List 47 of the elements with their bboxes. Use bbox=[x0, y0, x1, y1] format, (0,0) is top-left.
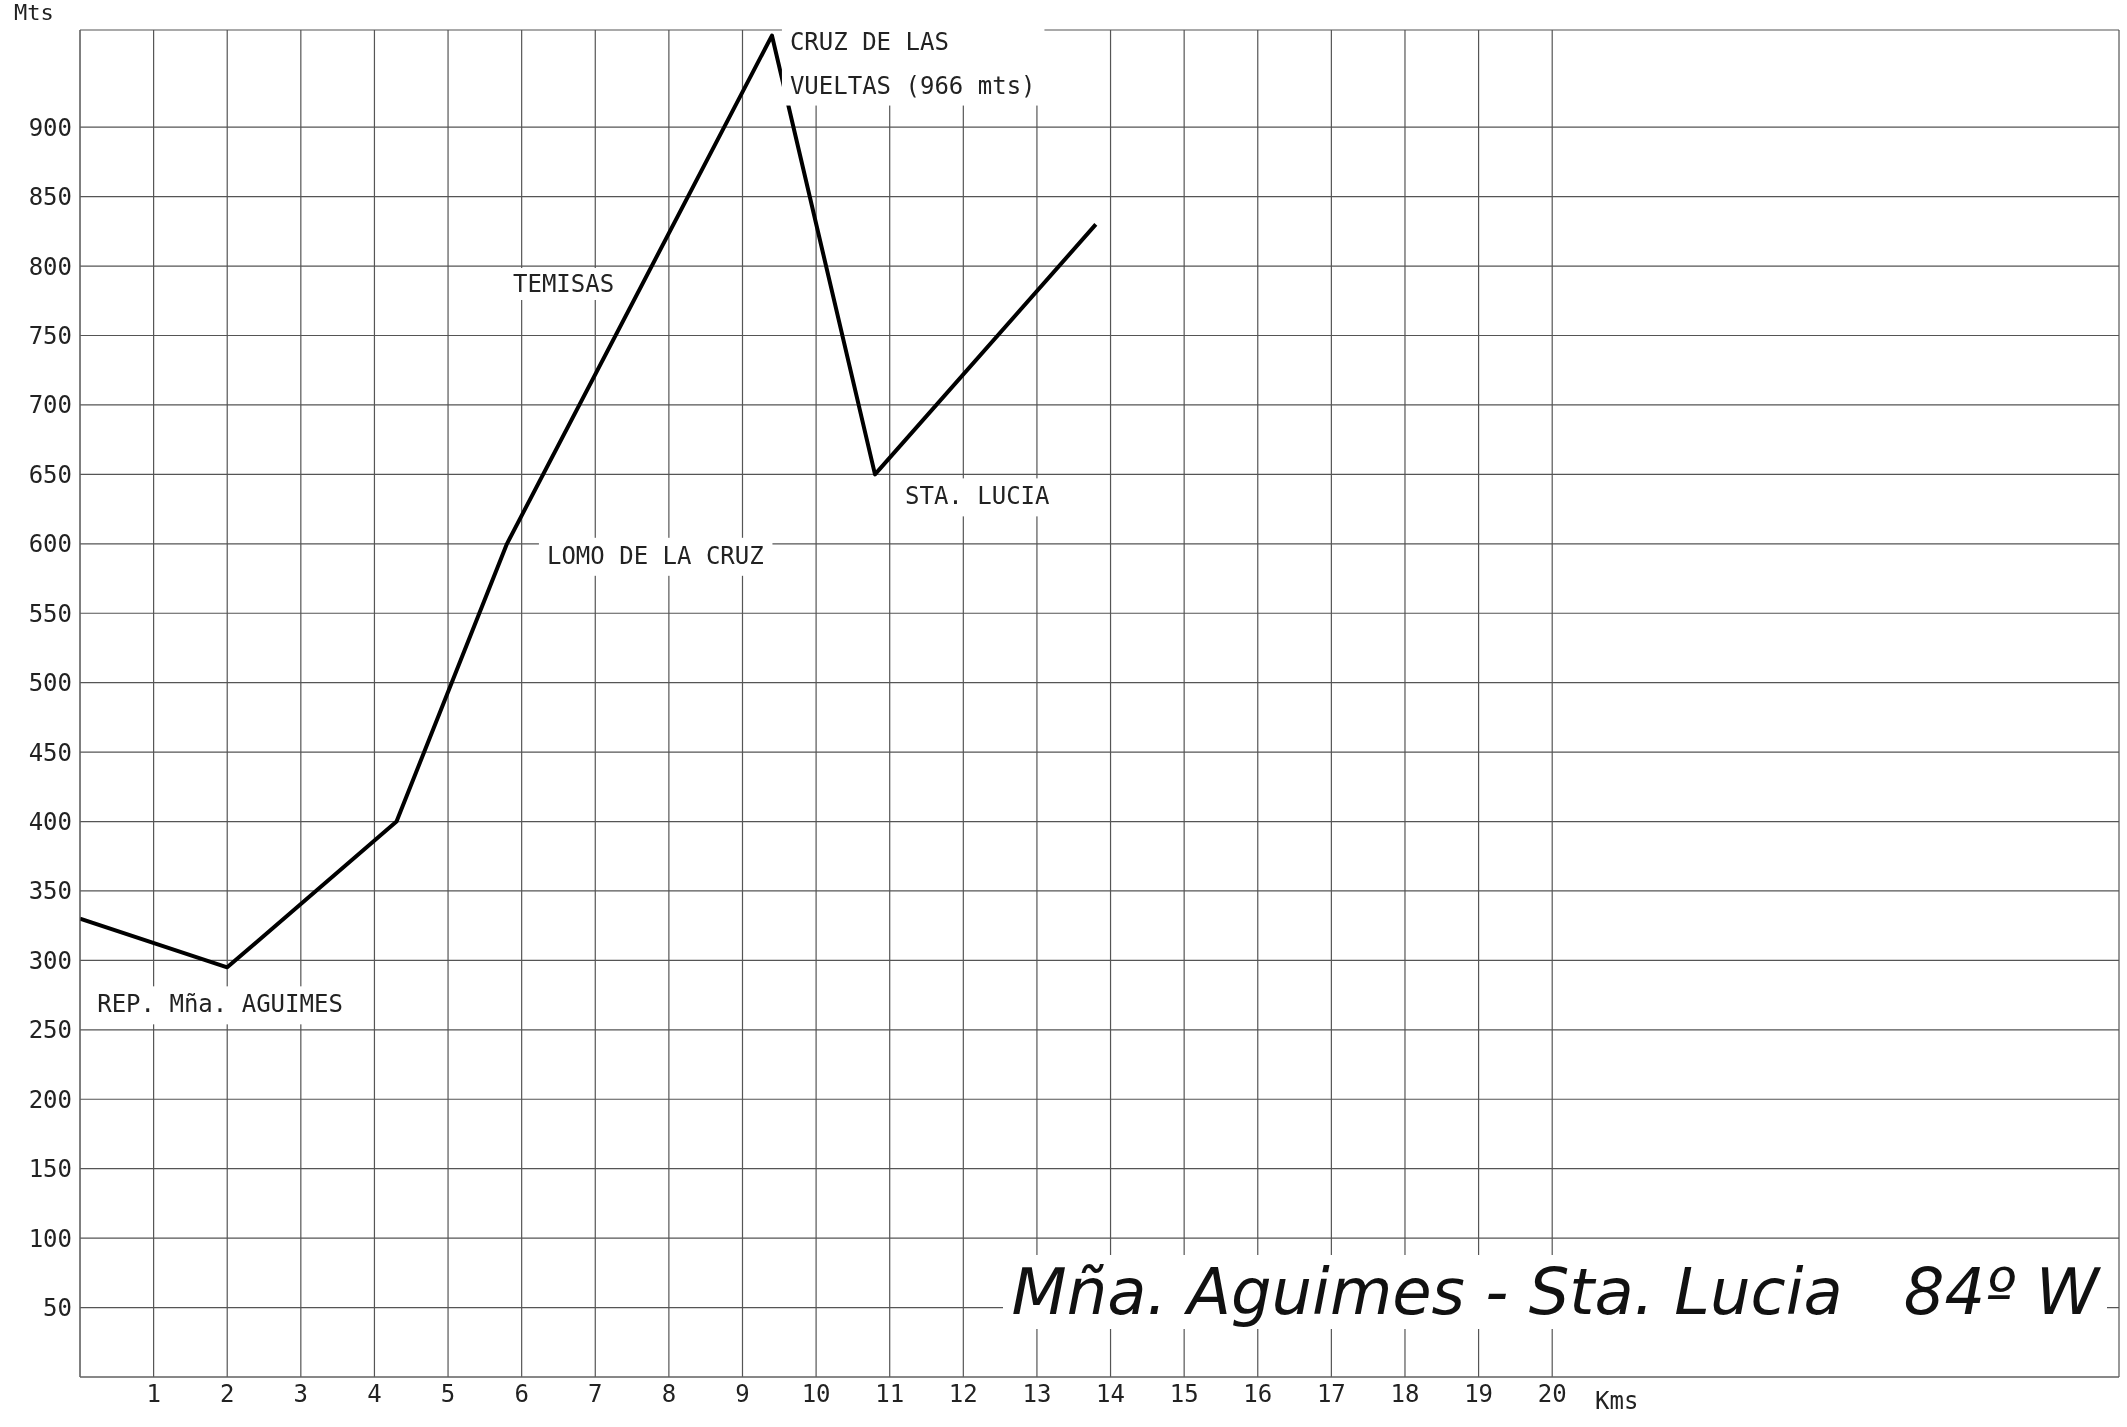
y-tick-label: 800 bbox=[28, 252, 72, 281]
x-tick-label: 8 bbox=[661, 1380, 677, 1409]
y-tick-label: 50 bbox=[43, 1294, 72, 1323]
x-tick-label: 1 bbox=[146, 1380, 161, 1409]
y-tick-label: 850 bbox=[28, 183, 72, 212]
y-tick-label: 750 bbox=[28, 322, 72, 351]
x-tick-label: 20 bbox=[1537, 1380, 1567, 1409]
x-tick-label: 6 bbox=[514, 1380, 529, 1409]
y-tick-label: 900 bbox=[28, 113, 72, 142]
annotation: CRUZ DE LAS VUELTAS (966 mts) bbox=[789, 27, 1036, 100]
x-tick-label: 15 bbox=[1169, 1380, 1199, 1409]
annotation: REP. Mña. AGUIMES bbox=[97, 990, 343, 1019]
x-tick-label: 4 bbox=[367, 1380, 382, 1409]
y-tick-label: 250 bbox=[28, 1016, 72, 1045]
x-tick-label: 9 bbox=[735, 1380, 750, 1409]
x-axis-title: Kms bbox=[1595, 1387, 1639, 1415]
text: Mña. Aguimes - Sta. Lucia 84º W bbox=[1003, 1255, 2107, 1329]
x-tick-label: 13 bbox=[1022, 1380, 1052, 1409]
annotation: LOMO DE LA CRUZ bbox=[546, 541, 764, 570]
y-tick-label: 100 bbox=[28, 1224, 72, 1253]
y-tick-label: 450 bbox=[28, 738, 72, 767]
y-tick-label: 150 bbox=[28, 1155, 72, 1184]
y-tick-label: 300 bbox=[28, 946, 72, 975]
x-tick-label: 17 bbox=[1316, 1380, 1346, 1409]
annotation: TEMISAS bbox=[505, 268, 623, 300]
x-tick-label: 11 bbox=[875, 1380, 905, 1409]
x-tick-label: 14 bbox=[1096, 1380, 1125, 1409]
y-tick-label: 600 bbox=[28, 530, 72, 559]
x-tick-label: 12 bbox=[948, 1380, 978, 1409]
y-tick-label: 350 bbox=[28, 877, 72, 906]
y-tick-label: 650 bbox=[28, 460, 72, 489]
y-axis-title: Mts bbox=[14, 0, 54, 25]
y-tick-label: 400 bbox=[28, 808, 72, 837]
line-series bbox=[80, 33, 1098, 970]
x-tick-label: 2 bbox=[219, 1380, 235, 1409]
x-tick-label: 5 bbox=[440, 1380, 456, 1409]
x-tick-label: 7 bbox=[588, 1380, 603, 1409]
x-tick-label: 3 bbox=[293, 1380, 309, 1409]
x-tick-label: 19 bbox=[1464, 1380, 1494, 1409]
y-tick-label: 550 bbox=[28, 599, 72, 628]
x-tick-label: 10 bbox=[801, 1380, 831, 1409]
x-tick-label: 18 bbox=[1390, 1380, 1420, 1409]
y-tick-label: 200 bbox=[28, 1085, 72, 1114]
annotation: STA. LUCIA bbox=[904, 482, 1051, 511]
y-tick-label: 500 bbox=[28, 669, 72, 698]
y-tick-label: 700 bbox=[28, 391, 72, 420]
x-tick-label: 16 bbox=[1243, 1380, 1273, 1409]
